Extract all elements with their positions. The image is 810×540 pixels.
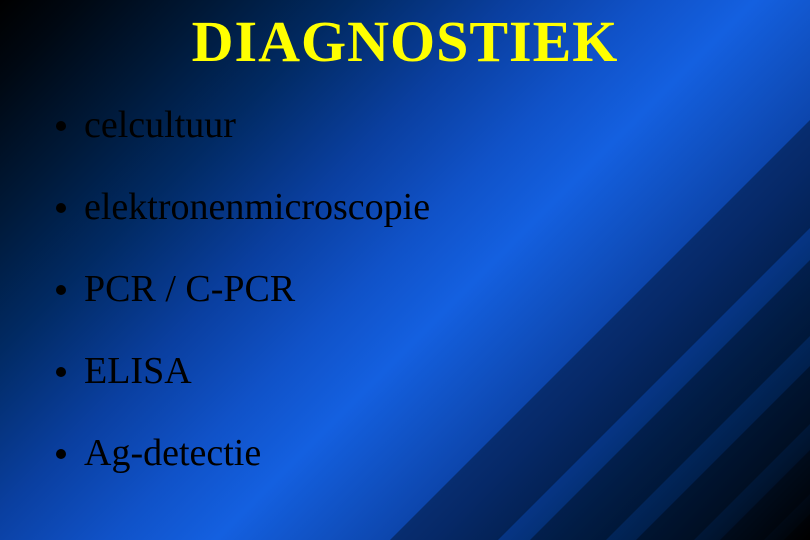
list-item-label: Ag-detectie (84, 434, 261, 474)
bullet-icon (56, 285, 66, 295)
list-item-label: celcultuur (84, 106, 236, 146)
list-item: Ag-detectie (56, 434, 756, 474)
list-item: PCR / C-PCR (56, 270, 756, 310)
list-item: elektronenmicroscopie (56, 188, 756, 228)
bullet-list: celcultuur elektronenmicroscopie PCR / C… (56, 106, 756, 515)
list-item-label: elektronenmicroscopie (84, 188, 430, 228)
list-item-label: ELISA (84, 352, 192, 392)
bullet-icon (56, 121, 66, 131)
list-item-label: PCR / C-PCR (84, 270, 295, 310)
bullet-icon (56, 203, 66, 213)
bullet-icon (56, 449, 66, 459)
list-item: celcultuur (56, 106, 756, 146)
slide-title: DIAGNOSTIEK (0, 8, 810, 75)
list-item: ELISA (56, 352, 756, 392)
bullet-icon (56, 367, 66, 377)
